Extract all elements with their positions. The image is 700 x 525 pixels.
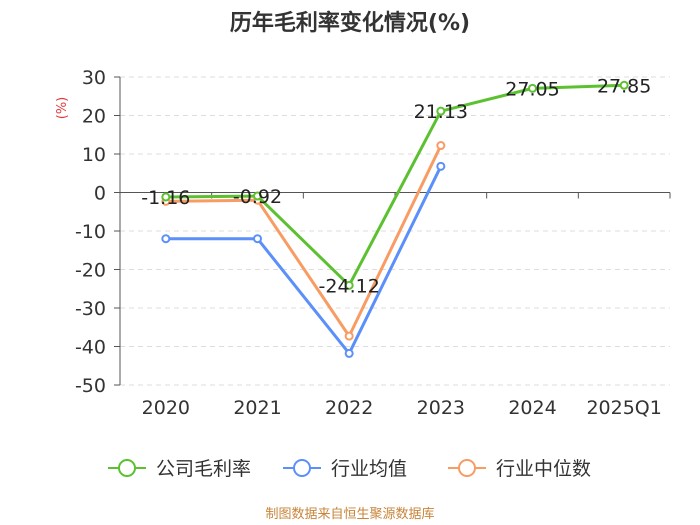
series-lines — [161, 80, 629, 358]
y-axis-label: (%) — [55, 97, 70, 120]
data-point — [528, 83, 537, 93]
series-line — [165, 144, 443, 338]
data-point — [436, 141, 446, 151]
x-tick-label: 2020 — [142, 397, 190, 419]
legend-label: 行业均值 — [331, 458, 407, 480]
y-tick-label: -10 — [75, 221, 106, 243]
legend-label: 公司毛利率 — [156, 458, 251, 480]
x-tick-label: 2025Q1 — [586, 397, 661, 419]
data-point — [253, 234, 262, 244]
axes: 30 20 10 0 -10 -20 -30 -40 -50 2020 2021 2022 2023 20… — [75, 67, 671, 419]
data-label: -24.12 — [319, 275, 380, 297]
y-tick-label: -50 — [75, 375, 106, 397]
y-tick-label: 10 — [82, 144, 106, 166]
data-label: 21.13 — [414, 101, 468, 123]
data-point — [436, 161, 446, 171]
series-line — [165, 83, 625, 287]
y-tick-label: -30 — [75, 298, 106, 320]
data-point — [344, 331, 354, 341]
data-label: -0.92 — [233, 186, 282, 208]
legend: 公司毛利率 行业均值 行业中位数 — [108, 458, 591, 480]
data-labels: -1.16 -0.92 -24.12 21.13 27.05 27.85 — [141, 75, 651, 297]
data-point — [344, 280, 354, 290]
x-tick-label: 2023 — [417, 397, 465, 419]
y-tick-label: -40 — [75, 337, 106, 359]
data-point — [436, 106, 446, 116]
y-tick-label: -20 — [75, 260, 106, 282]
y-tick-label: 30 — [82, 67, 106, 89]
data-label: -1.16 — [141, 187, 190, 209]
data-point — [344, 348, 354, 358]
x-tick-label: 2024 — [508, 397, 556, 419]
x-tick-label: 2021 — [233, 397, 281, 419]
data-point — [161, 192, 171, 202]
source-note: 制图数据来自恒生聚源数据库 — [265, 506, 434, 522]
series-line — [165, 165, 443, 355]
data-point — [161, 234, 171, 244]
grid-lines — [120, 76, 670, 386]
chart-title: 历年毛利率变化情况(%) — [230, 10, 470, 36]
legend-marker — [293, 459, 311, 477]
x-tick-label: 2022 — [325, 397, 373, 419]
data-point — [253, 191, 262, 201]
y-tick-label: 0 — [94, 183, 106, 205]
data-label: 27.85 — [597, 75, 651, 97]
legend-marker — [458, 459, 476, 477]
data-label: 27.05 — [505, 78, 559, 100]
legend-label: 行业中位数 — [496, 458, 591, 480]
y-tick-label: 20 — [82, 106, 106, 128]
data-point — [619, 80, 629, 90]
legend-marker — [118, 459, 136, 477]
